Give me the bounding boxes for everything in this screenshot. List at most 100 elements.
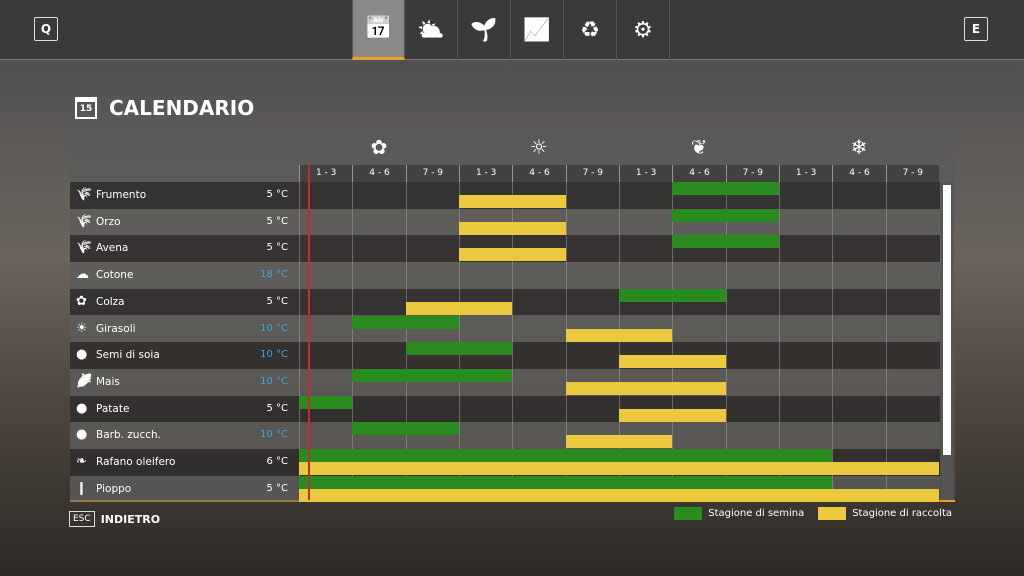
crop-icon-mais: 🌽 (76, 373, 93, 389)
period-header: 7 - 9 (885, 165, 939, 182)
weather-icon: ⛅ (417, 17, 445, 43)
crop-icon-orzo: 🌾 (76, 213, 93, 229)
tab-calendar[interactable]: 📅 (352, 0, 405, 60)
tab-sprout[interactable]: 🌱 (458, 0, 511, 60)
scrollbar-thumb[interactable] (943, 185, 951, 455)
grid-line (458, 165, 460, 500)
crop-name: Rafano oleifero (96, 456, 176, 468)
prices-chart-icon: 📈 (523, 17, 551, 43)
top-menu-bar: Q 📅 ⛅ 🌱 📈 ♻ ⚙ E (0, 0, 1024, 60)
winter-snow-icon: ❄ (850, 135, 868, 159)
sow-season-bar (618, 288, 726, 302)
tab-prices-chart[interactable]: 📈 (511, 0, 564, 60)
grid-line (299, 165, 300, 500)
harvest-season-bar (405, 301, 513, 315)
autumn-leaf-icon: ❦ (690, 135, 708, 159)
crop-row[interactable]: ☁ Cotone 18 °C (70, 262, 940, 289)
period-header: 1 - 3 (618, 165, 673, 182)
crop-min-temp: 5 °C (266, 482, 288, 494)
sow-season-bar (299, 449, 833, 462)
crop-min-temp: 5 °C (266, 242, 288, 254)
period-header: 7 - 9 (405, 165, 459, 182)
crop-icon-colza: ✿ (76, 293, 87, 309)
esc-key: ESC (69, 511, 95, 527)
grid-line (778, 165, 780, 500)
crop-min-temp: 10 °C (260, 349, 288, 361)
crop-name: Mais (96, 375, 120, 388)
crop-name: Pioppo (96, 482, 132, 495)
harvest-season-bar (458, 221, 566, 235)
crop-icon-avena: 🌾 (76, 240, 93, 256)
crop-name: Girasoli (96, 322, 136, 335)
period-header: 1 - 3 (299, 165, 353, 182)
page-title: CALENDARIO (109, 96, 255, 120)
sprout-icon: 🌱 (470, 17, 498, 43)
crop-icon-patate: ● (76, 400, 88, 416)
legend-sow-label: Stagione di semina (708, 508, 805, 519)
crop-row[interactable]: ☀ Girasoli 10 °C (70, 315, 940, 343)
harvest-season-bar (458, 195, 566, 208)
period-header: 7 - 9 (565, 165, 619, 182)
sow-season-bar (299, 395, 353, 409)
crop-name: Cotone (96, 269, 134, 282)
period-header: 4 - 6 (512, 165, 566, 182)
harvest-season-bar (618, 408, 726, 422)
crop-name: Colza (96, 295, 125, 308)
sow-season-bar (672, 182, 779, 195)
crop-name: Patate (96, 402, 130, 415)
current-date-marker (308, 165, 310, 500)
tab-crop-rotation[interactable]: ♻ (564, 0, 617, 60)
sow-season-bar (672, 208, 779, 222)
grid-line (672, 165, 674, 500)
period-header: 4 - 6 (672, 165, 726, 182)
crop-name: Semi di soia (96, 349, 160, 362)
crop-min-temp: 5 °C (266, 402, 288, 414)
legend-sow-swatch (674, 507, 703, 520)
crop-min-temp: 6 °C (266, 456, 288, 467)
grid-line (352, 165, 354, 500)
page-header: 15 CALENDARIO (75, 96, 254, 120)
calendar-icon: 📅 (364, 16, 393, 41)
menu-tabs: 📅 ⛅ 🌱 📈 ♻ ⚙ (352, 0, 670, 60)
crop-min-temp: 10 °C (260, 375, 288, 387)
crop-min-temp: 5 °C (266, 295, 288, 307)
next-page-key[interactable]: E (964, 17, 988, 41)
sow-season-bar (352, 422, 459, 436)
crop-icon-semi-di-soia: ● (76, 347, 88, 363)
harvest-season-bar (299, 462, 939, 475)
sow-season-bar (352, 315, 459, 329)
legend: Stagione di semina Stagione di raccolta (674, 507, 952, 520)
period-header: 1 - 3 (778, 165, 833, 182)
crop-icon-frumento: 🌾 (76, 187, 93, 202)
sow-season-bar (672, 235, 779, 249)
grid-line (512, 165, 514, 500)
crop-min-temp: 18 °C (260, 269, 288, 281)
sow-season-bar (405, 342, 513, 356)
back-button[interactable]: ESC INDIETRO (69, 511, 160, 527)
crop-row[interactable]: ● Barb. zucch. 10 °C (70, 422, 940, 449)
scrollbar[interactable] (941, 182, 953, 500)
crop-min-temp: 5 °C (266, 215, 288, 227)
grid-line (725, 165, 727, 500)
crop-min-temp: 10 °C (260, 429, 288, 441)
grid-line (885, 165, 887, 500)
crop-name: Barb. zucch. (96, 429, 161, 442)
crop-icon-rafano-oleifero: ❧ (76, 454, 87, 469)
legend-harvest-label: Stagione di raccolta (852, 508, 952, 519)
grid-line (405, 165, 407, 500)
prev-page-key[interactable]: Q (34, 17, 58, 41)
crop-icon-girasoli: ☀ (76, 320, 88, 336)
crop-row[interactable]: ● Patate 5 °C (70, 395, 940, 423)
legend-harvest-swatch (818, 507, 847, 520)
spring-flower-icon: ✿ (370, 135, 388, 159)
tab-weather[interactable]: ⛅ (405, 0, 458, 60)
crop-min-temp: 10 °C (260, 322, 288, 334)
tab-settings[interactable]: ⚙ (617, 0, 670, 60)
harvest-season-bar (618, 355, 726, 369)
summer-sun-icon: ☼ (530, 135, 548, 159)
crop-min-temp: 5 °C (266, 189, 288, 200)
crop-name: Orzo (96, 215, 121, 228)
crop-icon-cotone: ☁ (76, 267, 89, 283)
settings-icon: ⚙ (633, 17, 653, 43)
